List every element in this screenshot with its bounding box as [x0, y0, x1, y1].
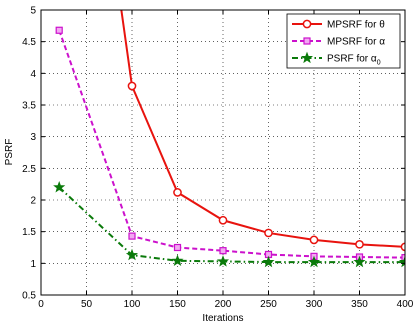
data-point — [128, 232, 136, 240]
y-tick-label: 1 — [30, 259, 36, 270]
x-tick-label: 0 — [38, 299, 44, 310]
series-line — [58, 186, 405, 264]
x-tick-label: 400 — [397, 299, 414, 310]
y-tick-label: 4 — [30, 69, 36, 80]
x-tick-label: 350 — [351, 299, 368, 310]
series-layer — [53, 10, 405, 268]
data-point — [173, 243, 182, 252]
grid — [41, 10, 405, 295]
axis-ticks: 0 50 100 150 200 250 300 350 400 0.5 1 1.5 2 2.5 3 3.5 4… — [22, 6, 414, 311]
data-point — [171, 254, 184, 266]
data-point — [262, 255, 275, 268]
legend-marker — [302, 19, 312, 29]
data-point — [353, 255, 366, 268]
data-point — [218, 215, 228, 225]
series-line — [120, 10, 405, 248]
legend-label: PSRF for α0 — [327, 54, 381, 67]
y-tick-label: 5 — [30, 6, 36, 17]
data-point — [307, 255, 321, 268]
legend-marker — [300, 51, 314, 64]
y-tick-label: 1.5 — [22, 227, 36, 238]
data-point — [127, 81, 137, 91]
data-point — [398, 255, 405, 268]
y-tick-label: 2.5 — [22, 164, 36, 175]
data-point — [309, 235, 319, 245]
x-tick-label: 200 — [215, 299, 232, 310]
data-point — [219, 247, 227, 255]
data-point — [355, 239, 364, 249]
y-tick-label: 3 — [30, 132, 36, 143]
x-tick-label: 250 — [260, 299, 277, 310]
x-tick-label: 50 — [81, 299, 93, 310]
y-axis-label: PSRF — [4, 139, 15, 166]
data-point — [53, 180, 66, 193]
y-tick-label: 0.5 — [22, 291, 36, 302]
y-tick-label: 4.5 — [22, 37, 36, 48]
legend: MPSRF for θ MPSRF for α PSRF for α0 — [286, 13, 401, 69]
series-line — [58, 29, 405, 259]
data-point — [55, 26, 63, 34]
data-point — [173, 188, 182, 197]
x-tick-label: 100 — [124, 299, 141, 310]
legend-marker — [303, 37, 311, 45]
y-tick-label: 2 — [30, 196, 36, 207]
x-tick-label: 150 — [169, 299, 186, 310]
data-point — [125, 248, 139, 261]
series-group — [53, 180, 405, 268]
x-axis-label: Iterations — [202, 313, 243, 324]
legend-label: MPSRF for θ — [327, 20, 385, 31]
data-point — [264, 228, 273, 238]
data-point — [216, 255, 230, 267]
y-tick-label: 3.5 — [22, 101, 36, 112]
data-point — [401, 254, 405, 262]
x-tick-label: 300 — [306, 299, 323, 310]
series-group — [120, 10, 405, 252]
legend-label: MPSRF for α — [327, 37, 385, 48]
